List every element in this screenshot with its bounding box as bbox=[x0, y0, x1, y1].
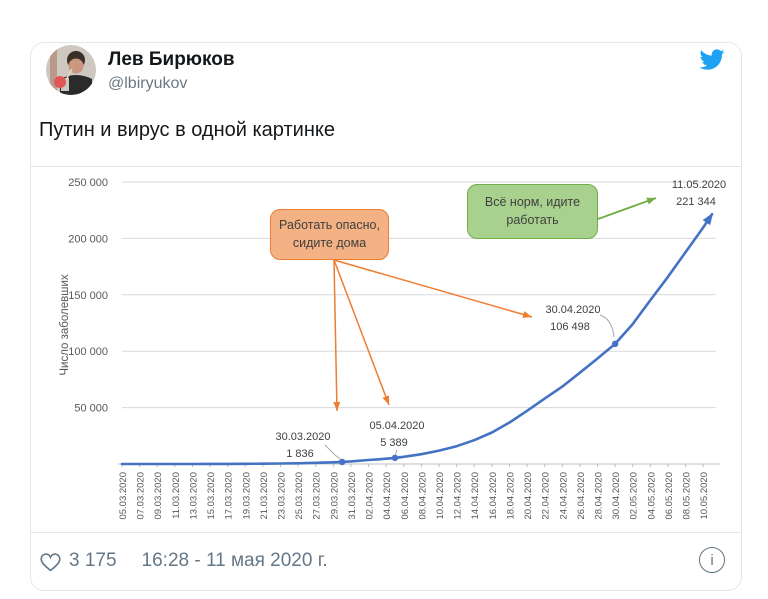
svg-text:50 000: 50 000 bbox=[74, 403, 108, 415]
svg-text:20.04.2020: 20.04.2020 bbox=[523, 472, 534, 520]
svg-text:25.03.2020: 25.03.2020 bbox=[294, 472, 305, 520]
avatar[interactable] bbox=[46, 45, 96, 95]
svg-text:04.04.2020: 04.04.2020 bbox=[382, 472, 393, 520]
svg-text:05.04.2020: 05.04.2020 bbox=[369, 420, 424, 432]
svg-text:05.03.2020: 05.03.2020 bbox=[118, 472, 129, 520]
svg-text:02.05.2020: 02.05.2020 bbox=[629, 472, 640, 520]
svg-text:30.03.2020: 30.03.2020 bbox=[275, 431, 330, 443]
svg-text:29.03.2020: 29.03.2020 bbox=[329, 472, 340, 520]
svg-text:14.04.2020: 14.04.2020 bbox=[470, 472, 481, 520]
avatar-image bbox=[46, 45, 96, 95]
svg-text:23.03.2020: 23.03.2020 bbox=[277, 472, 288, 520]
svg-text:30.04.2020: 30.04.2020 bbox=[611, 472, 622, 520]
annotation-go-work-line2: работать bbox=[506, 212, 559, 227]
svg-text:150 000: 150 000 bbox=[68, 290, 108, 302]
svg-text:16.04.2020: 16.04.2020 bbox=[488, 472, 499, 520]
svg-text:18.04.2020: 18.04.2020 bbox=[505, 472, 516, 520]
svg-text:15.03.2020: 15.03.2020 bbox=[206, 472, 217, 520]
tweet-card: Лев Бирюков @lbiryukov Путин и вирус в о… bbox=[30, 42, 742, 591]
svg-text:10.04.2020: 10.04.2020 bbox=[435, 472, 446, 520]
like-heart-icon[interactable] bbox=[39, 551, 62, 572]
chart-image[interactable]: 50 000 100 000 150 000 200 000 250 000 Число … bbox=[31, 166, 741, 533]
svg-text:200 000: 200 000 bbox=[68, 233, 108, 245]
svg-text:22.04.2020: 22.04.2020 bbox=[541, 472, 552, 520]
annotation-stay-home-line1: Работать опасно, bbox=[279, 218, 380, 232]
svg-text:02.04.2020: 02.04.2020 bbox=[365, 472, 376, 520]
svg-text:30.04.2020: 30.04.2020 bbox=[545, 304, 600, 316]
twitter-logo-icon[interactable] bbox=[697, 47, 727, 72]
author-handle[interactable]: @lbiryukov bbox=[108, 75, 188, 92]
svg-text:06.04.2020: 06.04.2020 bbox=[400, 472, 411, 520]
chart-svg: 50 000 100 000 150 000 200 000 250 000 Число … bbox=[59, 177, 726, 520]
svg-text:28.04.2020: 28.04.2020 bbox=[594, 472, 605, 520]
timestamp[interactable]: 16:28 - 11 мая 2020 г. bbox=[141, 550, 328, 571]
svg-text:08.05.2020: 08.05.2020 bbox=[682, 472, 693, 520]
svg-text:11.03.2020: 11.03.2020 bbox=[171, 472, 182, 519]
svg-text:10.05.2020: 10.05.2020 bbox=[699, 472, 710, 520]
annotation-stay-home-line2: сидите дома bbox=[292, 235, 367, 250]
likes-count[interactable]: 3 175 bbox=[69, 550, 117, 571]
svg-text:09.03.2020: 09.03.2020 bbox=[153, 472, 164, 520]
svg-text:04.05.2020: 04.05.2020 bbox=[646, 472, 657, 520]
svg-text:1 836: 1 836 bbox=[286, 448, 314, 460]
svg-text:31.03.2020: 31.03.2020 bbox=[347, 472, 358, 520]
svg-text:24.04.2020: 24.04.2020 bbox=[558, 472, 569, 520]
annotation-stay-home: Работать опасно, сидите дома bbox=[270, 209, 389, 260]
svg-text:26.04.2020: 26.04.2020 bbox=[576, 472, 587, 520]
svg-text:11.05.2020: 11.05.2020 bbox=[672, 179, 726, 191]
svg-text:17.03.2020: 17.03.2020 bbox=[224, 472, 235, 520]
svg-text:21.03.2020: 21.03.2020 bbox=[259, 472, 270, 520]
svg-text:12.04.2020: 12.04.2020 bbox=[453, 472, 464, 520]
svg-text:Число заболевших: Число заболевших bbox=[59, 274, 71, 376]
info-glyph: i bbox=[710, 551, 714, 569]
annotation-go-work-line1: Всё норм, идите bbox=[484, 195, 581, 209]
tweet-text: Путин и вирус в одной картинке bbox=[39, 119, 335, 141]
info-button[interactable]: i bbox=[699, 547, 725, 573]
svg-text:27.03.2020: 27.03.2020 bbox=[312, 472, 323, 520]
svg-text:08.04.2020: 08.04.2020 bbox=[417, 472, 428, 520]
svg-text:250 000: 250 000 bbox=[68, 177, 108, 189]
svg-text:5 389: 5 389 bbox=[380, 437, 408, 449]
svg-text:100 000: 100 000 bbox=[68, 346, 108, 358]
svg-text:19.03.2020: 19.03.2020 bbox=[241, 472, 252, 520]
annotation-go-work: Всё норм, идите работать bbox=[467, 184, 598, 239]
svg-text:07.03.2020: 07.03.2020 bbox=[136, 472, 147, 520]
svg-text:106 498: 106 498 bbox=[550, 321, 590, 333]
svg-text:221 344: 221 344 bbox=[676, 196, 716, 208]
author-name[interactable]: Лев Бирюков bbox=[108, 49, 235, 70]
svg-text:06.05.2020: 06.05.2020 bbox=[664, 472, 675, 520]
svg-text:13.03.2020: 13.03.2020 bbox=[188, 472, 199, 520]
